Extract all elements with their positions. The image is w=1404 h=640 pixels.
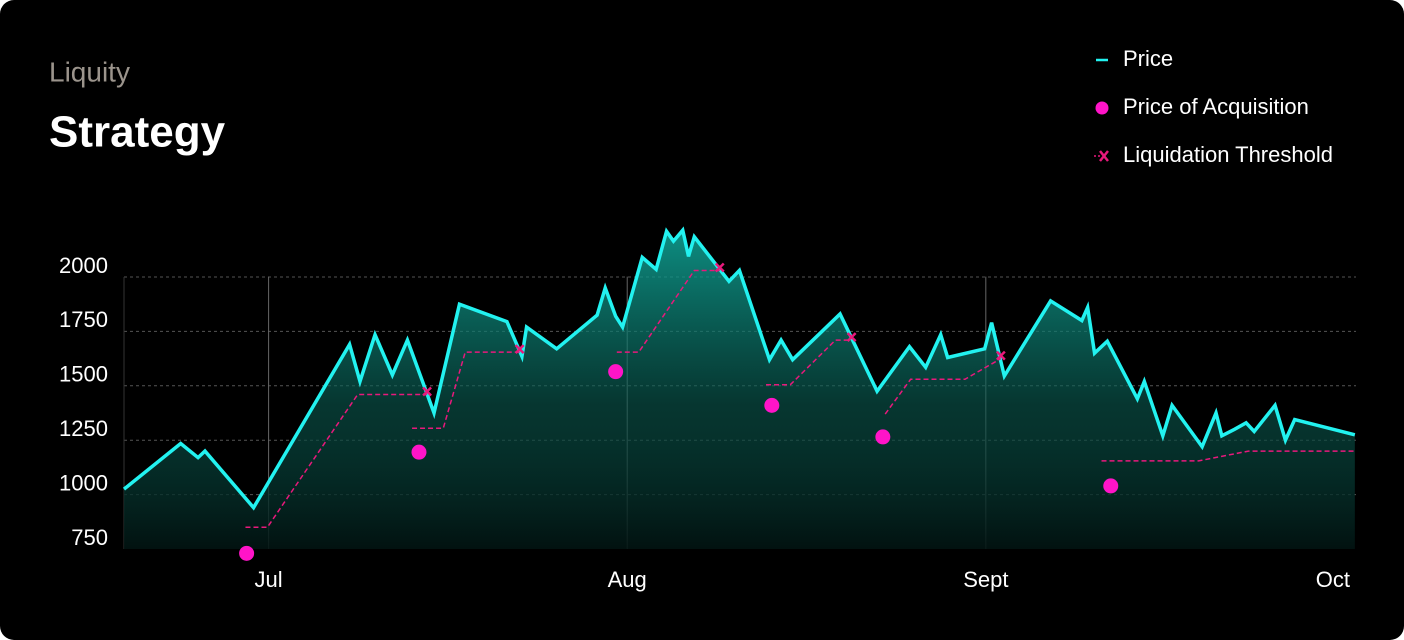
chart-title: Strategy	[49, 108, 226, 157]
liquidation-marker	[995, 350, 1006, 361]
x-tick-label: Aug	[608, 567, 647, 592]
legend-label: Price of Acquisition	[1123, 94, 1309, 119]
legend-swatch	[1099, 150, 1109, 162]
x-tick-label: Sept	[963, 567, 1008, 592]
liquidation-marker	[846, 332, 857, 342]
x-tick-label: Jul	[255, 567, 283, 592]
acquisition-point	[764, 397, 780, 413]
y-tick-label: 1750	[59, 307, 108, 332]
y-tick-label: 1500	[59, 362, 108, 387]
legend-label: Price	[1123, 46, 1173, 71]
liquidation-marker	[514, 344, 525, 354]
liquidation-marker	[714, 262, 725, 273]
acquisition-point	[608, 364, 624, 380]
price-area	[124, 230, 1355, 549]
chart-subtitle: Liquity	[49, 56, 130, 87]
liquidation-line	[245, 269, 1355, 528]
acquisition-point	[411, 444, 427, 460]
y-tick-label: 2000	[59, 253, 108, 278]
acquisition-point	[239, 545, 255, 561]
y-tick-label: 1250	[59, 416, 108, 441]
liquidation-marker	[422, 386, 432, 397]
x-tick-label: Oct	[1316, 567, 1350, 592]
price-line	[122, 226, 1356, 511]
acquisition-point	[1103, 478, 1119, 494]
y-tick-label: 1000	[59, 470, 108, 495]
y-tick-label: 750	[71, 525, 108, 550]
legend-swatch	[1095, 101, 1109, 115]
acquisition-point	[875, 429, 891, 445]
legend-label: Liquidation Threshold	[1123, 142, 1333, 167]
